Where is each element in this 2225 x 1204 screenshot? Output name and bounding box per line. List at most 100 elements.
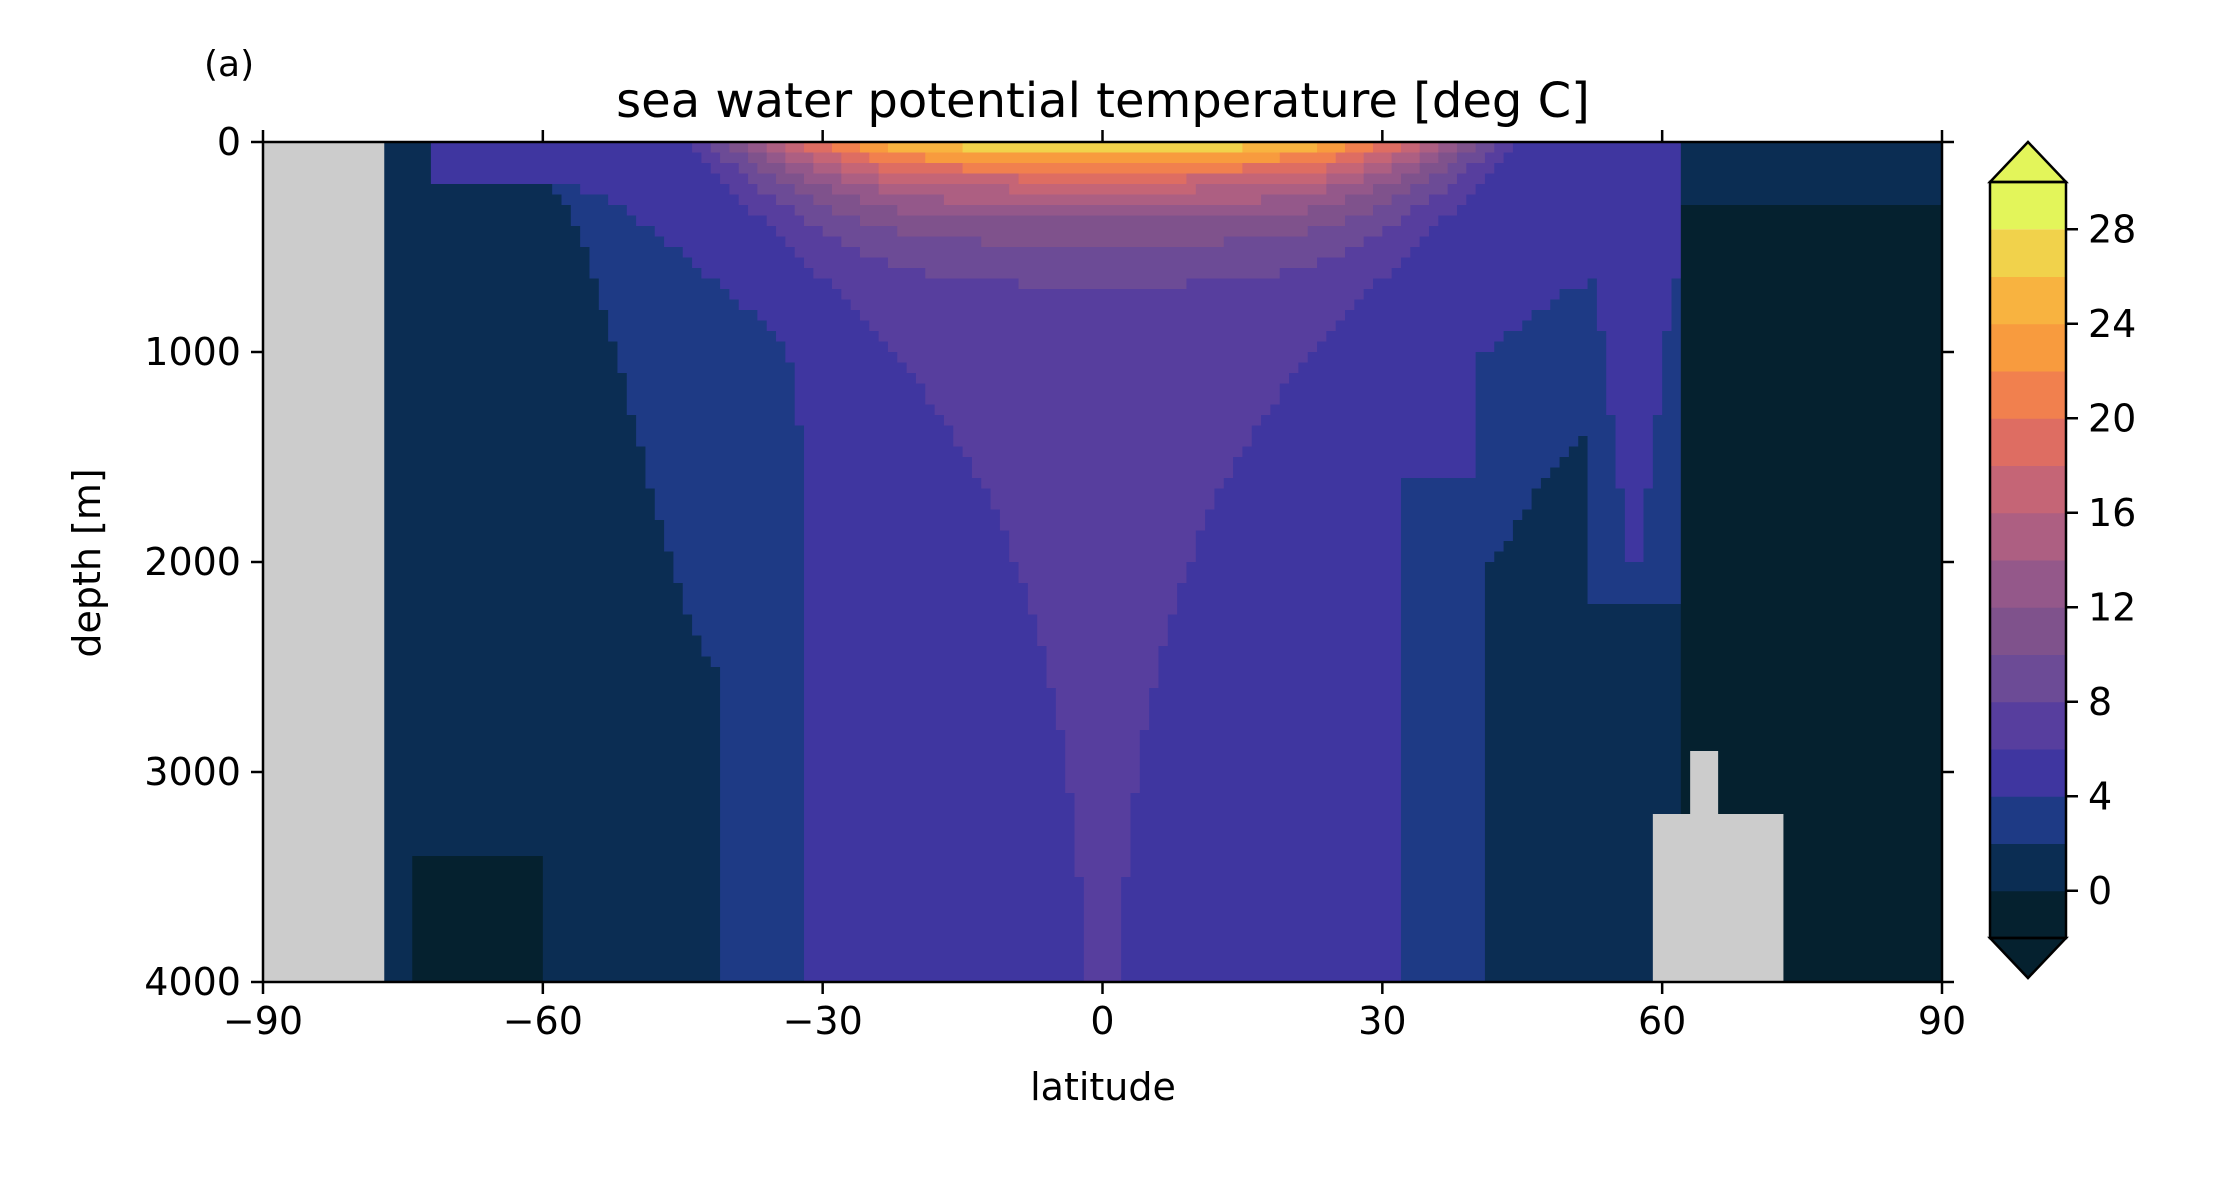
field-cell: [1205, 509, 1402, 521]
field-cell: [1027, 583, 1178, 595]
field-cell: [1130, 793, 1402, 805]
field-cell: [1643, 499, 1682, 511]
field-cell: [804, 698, 1057, 710]
field-cell: [1373, 205, 1411, 217]
field-cell: [1690, 803, 1719, 815]
field-cell: [1652, 929, 1785, 941]
field-cell: [263, 541, 385, 553]
field-cell: [720, 856, 805, 868]
field-cell: [1550, 299, 1598, 311]
field-cell: [1662, 341, 1682, 353]
field-cell: [785, 341, 889, 353]
field-cell: [1652, 436, 1682, 448]
field-cell: [1671, 289, 1682, 301]
field-cell: [384, 415, 637, 427]
field-cell: [1680, 604, 1943, 616]
field-cell: [1074, 793, 1132, 805]
field-cell: [1447, 184, 1477, 196]
field-cell: [1662, 383, 1682, 395]
field-cell: [1307, 352, 1477, 364]
colorbar-band-under: [1990, 890, 2066, 938]
field-cell: [384, 898, 413, 910]
field-cell: [263, 184, 385, 196]
field-cell: [1643, 541, 1682, 553]
field-cell: [580, 236, 665, 248]
field-cell: [1680, 152, 1943, 164]
field-cell: [1400, 488, 1533, 500]
field-cell: [720, 667, 805, 679]
field-cell: [1484, 772, 1682, 784]
field-cell: [263, 457, 385, 469]
field-cell: [682, 604, 805, 616]
field-cell: [1680, 782, 1691, 794]
field-cell: [1680, 614, 1943, 626]
field-cell: [1596, 320, 1673, 332]
field-cell: [1652, 415, 1682, 427]
field-cell: [1121, 940, 1402, 952]
field-cell: [776, 194, 814, 206]
field-cell: [804, 908, 1085, 920]
colorbar-tick-label: 8: [2088, 680, 2112, 724]
field-cell: [1680, 278, 1943, 290]
field-cell: [925, 394, 1281, 406]
field-cell: [384, 425, 637, 437]
field-cell: [804, 824, 1076, 836]
colorbar-extend-min: [1987, 936, 2069, 980]
field-cell: [384, 625, 693, 637]
colorbar-tick-label: 16: [2088, 491, 2136, 535]
field-cell: [664, 236, 786, 248]
field-cell: [1503, 331, 1607, 343]
field-cell: [552, 184, 581, 196]
field-cell: [720, 940, 805, 952]
field-cell: [804, 656, 1048, 668]
field-cell: [664, 530, 805, 542]
field-cell: [1484, 898, 1654, 910]
field-cell: [1680, 194, 1943, 206]
field-cell: [1680, 457, 1943, 469]
field-cell: [1606, 373, 1663, 385]
field-cell: [645, 467, 805, 479]
field-cell: [1680, 656, 1943, 668]
field-cell: [263, 488, 385, 500]
field-cell: [757, 163, 786, 175]
field-cell: [263, 467, 385, 479]
field-cell: [384, 478, 647, 490]
field-cell: [1484, 940, 1654, 952]
field-cell: [953, 436, 1253, 448]
field-cell: [1680, 341, 1943, 353]
field-cell: [384, 278, 600, 290]
field-cell: [617, 362, 796, 374]
field-cell: [720, 709, 805, 721]
field-cell: [1466, 194, 1682, 206]
field-cell: [1195, 541, 1402, 553]
field-cell: [1373, 278, 1589, 290]
field-cell: [1046, 667, 1160, 679]
field-cell: [1400, 940, 1486, 952]
field-cell: [1680, 163, 1943, 175]
field-cell: [720, 698, 805, 710]
field-cell: [1718, 772, 1943, 784]
colorbar-band: [1990, 607, 2066, 655]
field-cell: [1326, 163, 1365, 175]
field-cell: [542, 919, 721, 931]
field-cell: [1475, 373, 1607, 385]
field-cell: [1512, 530, 1589, 542]
field-cell: [1680, 740, 1943, 752]
field-cell: [878, 163, 964, 175]
field-cell: [1214, 488, 1402, 500]
field-cell: [1195, 184, 1327, 196]
field-cell: [1083, 929, 1122, 941]
field-cell: [1447, 163, 1467, 175]
field-cell: [720, 152, 749, 164]
field-cell: [263, 814, 385, 826]
field-cell: [263, 530, 385, 542]
field-cell: [598, 289, 730, 301]
field-cell: [1484, 730, 1682, 742]
field-cell: [1652, 940, 1785, 952]
field-cell: [263, 929, 385, 941]
field-cell: [263, 289, 385, 301]
field-cell: [720, 845, 805, 857]
field-cell: [263, 898, 385, 910]
field-cell: [1671, 310, 1682, 322]
